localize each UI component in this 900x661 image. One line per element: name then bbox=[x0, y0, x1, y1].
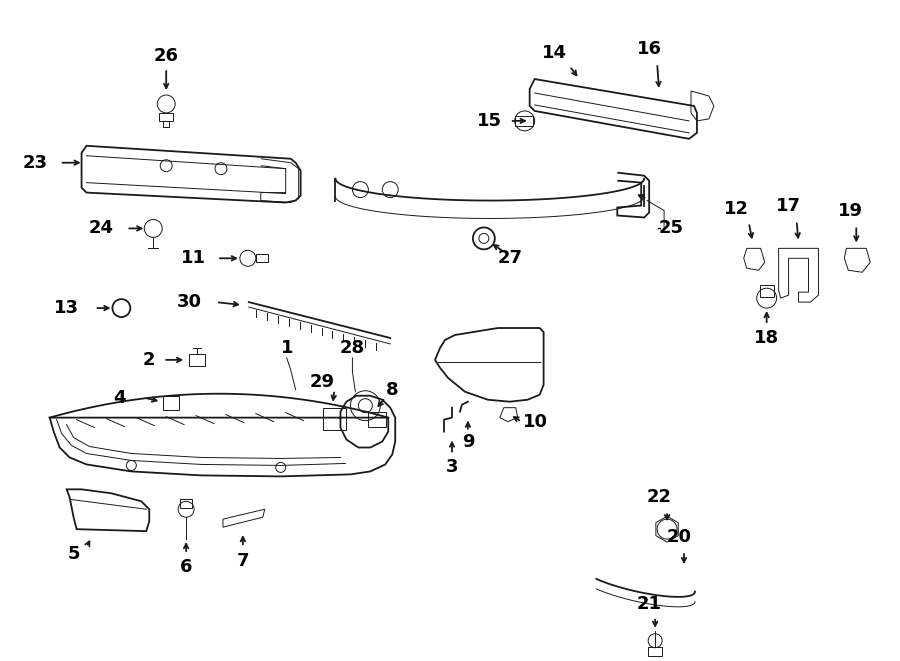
Text: 12: 12 bbox=[724, 200, 750, 217]
Text: 17: 17 bbox=[776, 196, 801, 215]
Bar bbox=[322, 408, 346, 430]
Text: 21: 21 bbox=[636, 595, 662, 613]
Text: 30: 30 bbox=[176, 293, 202, 311]
Text: 19: 19 bbox=[838, 202, 863, 219]
Bar bbox=[368, 412, 386, 426]
Text: 5: 5 bbox=[68, 545, 80, 563]
Text: 15: 15 bbox=[477, 112, 502, 130]
Text: 1: 1 bbox=[281, 339, 292, 357]
Text: 7: 7 bbox=[237, 552, 249, 570]
Text: 4: 4 bbox=[113, 389, 126, 407]
Text: 22: 22 bbox=[646, 488, 671, 506]
Text: 3: 3 bbox=[446, 459, 458, 477]
Bar bbox=[163, 396, 179, 410]
Text: 9: 9 bbox=[462, 432, 474, 451]
Text: 18: 18 bbox=[754, 329, 779, 347]
Text: 25: 25 bbox=[659, 219, 684, 237]
Bar bbox=[648, 646, 662, 656]
Text: 10: 10 bbox=[523, 412, 548, 430]
Text: 13: 13 bbox=[54, 299, 79, 317]
Text: 24: 24 bbox=[89, 219, 114, 237]
Text: 14: 14 bbox=[542, 44, 567, 62]
Text: 23: 23 bbox=[22, 154, 48, 172]
Bar bbox=[189, 354, 205, 366]
Bar bbox=[760, 285, 774, 297]
Bar bbox=[159, 113, 173, 121]
Bar bbox=[515, 116, 533, 126]
Bar bbox=[256, 254, 268, 262]
Bar bbox=[180, 499, 192, 508]
Text: 11: 11 bbox=[181, 249, 205, 267]
Text: 27: 27 bbox=[497, 249, 522, 267]
Text: 29: 29 bbox=[310, 373, 335, 391]
Text: 20: 20 bbox=[667, 528, 691, 546]
Text: 16: 16 bbox=[636, 40, 662, 58]
Text: 2: 2 bbox=[143, 351, 156, 369]
Text: 28: 28 bbox=[340, 339, 365, 357]
Text: 26: 26 bbox=[154, 47, 179, 65]
Text: 8: 8 bbox=[386, 381, 399, 399]
Text: 6: 6 bbox=[180, 558, 193, 576]
Text: -: - bbox=[657, 223, 662, 233]
